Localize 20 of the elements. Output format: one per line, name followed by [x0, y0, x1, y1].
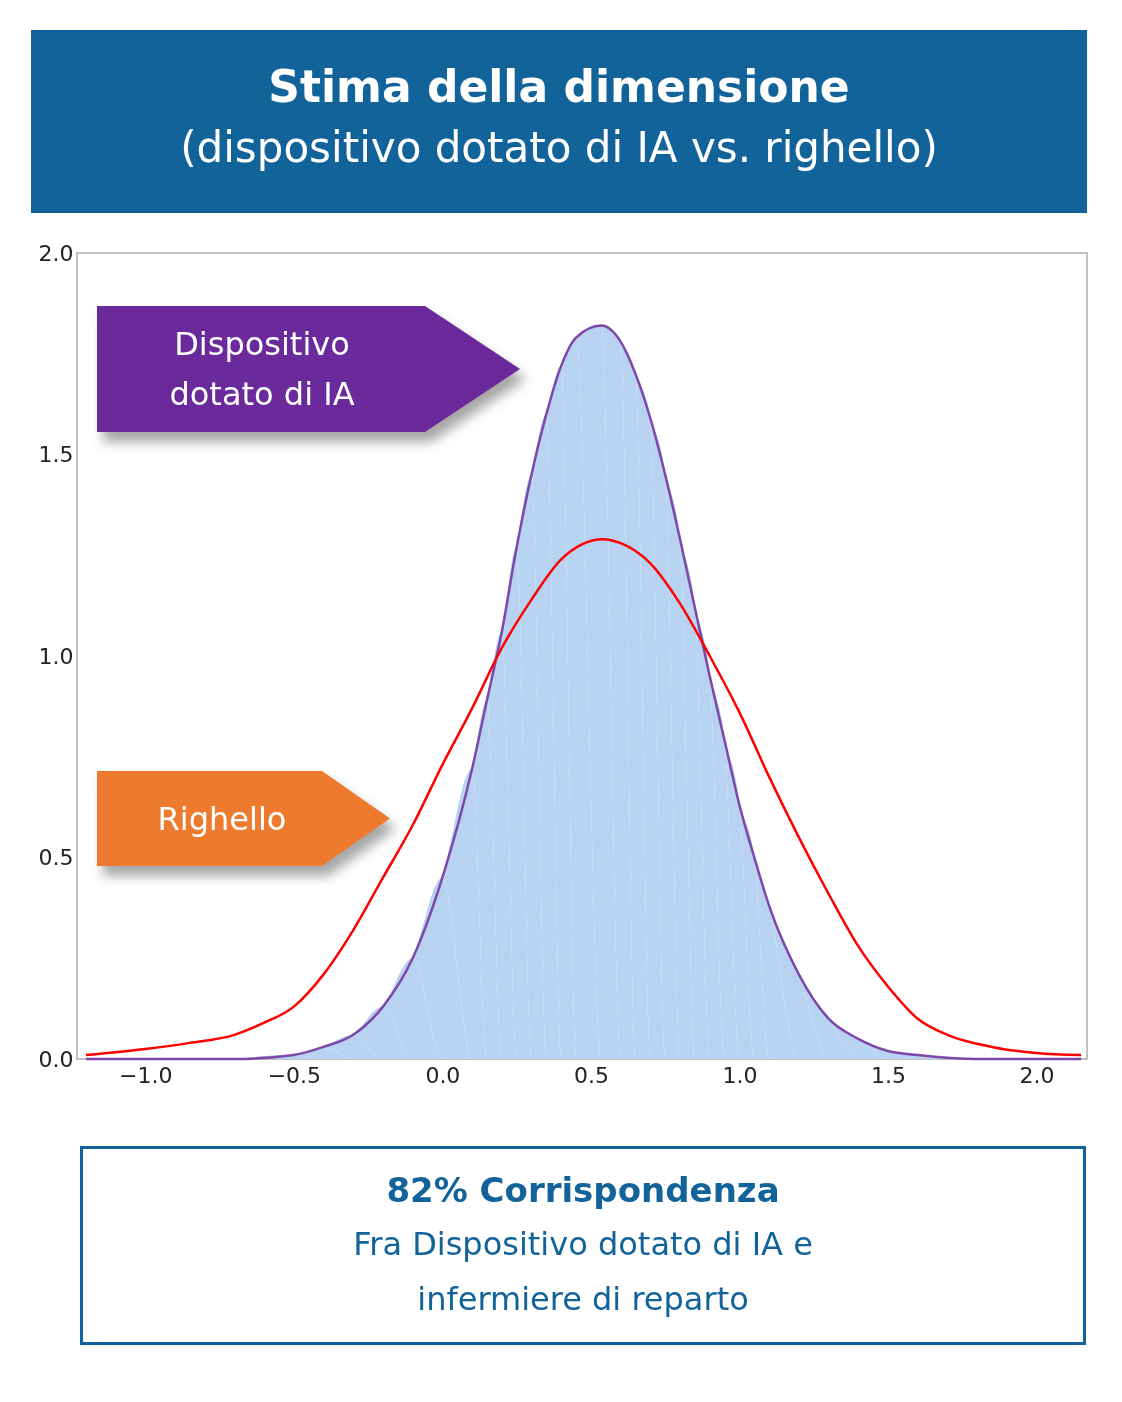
x-tick-label: 1.5: [870, 1062, 906, 1088]
x-tick-label: 2.0: [1019, 1062, 1055, 1088]
y-tick-label: 2.0: [38, 240, 74, 266]
y-tick-label: 0.0: [38, 1046, 74, 1072]
line-series: [84, 537, 1083, 1057]
chart-subtitle: (dispositivo dotato di IA vs. righello): [179, 122, 939, 174]
line-series: [84, 324, 1083, 1061]
x-tick-label: −0.5: [267, 1062, 322, 1088]
text: 82% Corrispondenza: [385, 1169, 781, 1212]
x-tick-label: 0.0: [425, 1062, 461, 1088]
text: Fra Dispositivo dotato di IA e infermiere di reparto: [352, 1224, 814, 1320]
annotation: Dispositivo dotato di IA: [168, 324, 356, 415]
y-tick-label: 1.0: [38, 643, 74, 669]
y-tick-label: 0.5: [38, 845, 74, 870]
chart-title: Stima della dimensione: [267, 60, 851, 114]
y-tick-label: 1.5: [38, 442, 74, 467]
x-tick-label: 1.0: [722, 1062, 758, 1088]
x-tick-label: 0.5: [573, 1062, 609, 1088]
annotation: Righello: [156, 798, 288, 840]
x-tick-label: −1.0: [119, 1062, 173, 1088]
